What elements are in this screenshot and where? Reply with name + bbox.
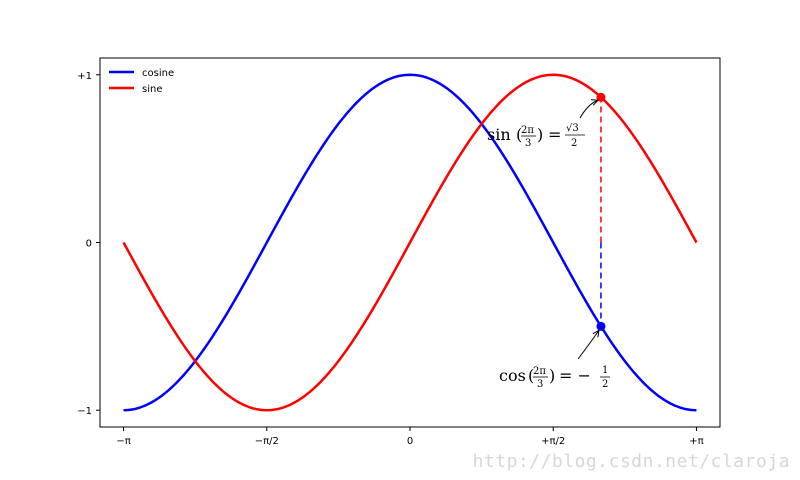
annotation-sin-arg: 2π (521, 125, 534, 136)
legend-label-sine: sine (142, 84, 162, 95)
legend-label-cosine: cosine (142, 68, 174, 79)
y-tick-label-2: +1 (77, 71, 92, 82)
data-markers (596, 92, 606, 331)
y-tick-label-0: −1 (77, 406, 92, 417)
annotation-sin-val-num: √3 (566, 123, 579, 134)
annotation-cos-close-paren: ) (549, 366, 555, 385)
marker-0 (596, 92, 606, 102)
annotation-cos-arg: 2π (533, 366, 546, 377)
annotation-cos: cos ( 2π 3 ) = − 1 2 (499, 329, 610, 390)
annotation-cos-arrow (577, 330, 600, 360)
legend: cosine sine (109, 68, 174, 95)
x-tick-label-0: −π (116, 436, 130, 447)
annotation-sin-den: 3 (525, 138, 531, 149)
marker-1 (596, 321, 606, 331)
annotation-sin-close-paren: ) (537, 125, 543, 144)
y-tick-label-1: 0 (86, 239, 92, 250)
annotation-cos-den: 3 (537, 379, 543, 390)
x-tick-label-1: −π/2 (255, 436, 279, 447)
axis-ticks: −π −π/2 0 +π/2 +π −1 0 +1 (77, 71, 703, 447)
watermark: http://blog.csdn.net/claroja (472, 451, 790, 472)
annotation-sin-func: sin (487, 125, 511, 144)
annotation-cos-func: cos (499, 366, 526, 385)
annotation-sin-eq: = (548, 125, 561, 144)
annotation-cos-open-paren: ( (528, 366, 534, 385)
annotation-cos-val-num: 1 (602, 365, 608, 376)
annotation-cos-eq: = − (559, 366, 591, 385)
annotation-cos-val-den: 2 (602, 379, 608, 390)
annotation-sin: sin ( 2π 3 ) = √3 2 (487, 99, 600, 149)
annotation-sin-arrow (579, 99, 599, 119)
cos-arrow-head (592, 329, 600, 338)
annotation-sin-val-den: 2 (571, 138, 577, 149)
x-tick-label-2: 0 (407, 436, 413, 447)
annotation-sin-open-paren: ( (516, 125, 522, 144)
sin-arrow-head (590, 99, 600, 106)
x-tick-label-4: +π (689, 436, 703, 447)
x-tick-label-3: +π/2 (541, 436, 565, 447)
